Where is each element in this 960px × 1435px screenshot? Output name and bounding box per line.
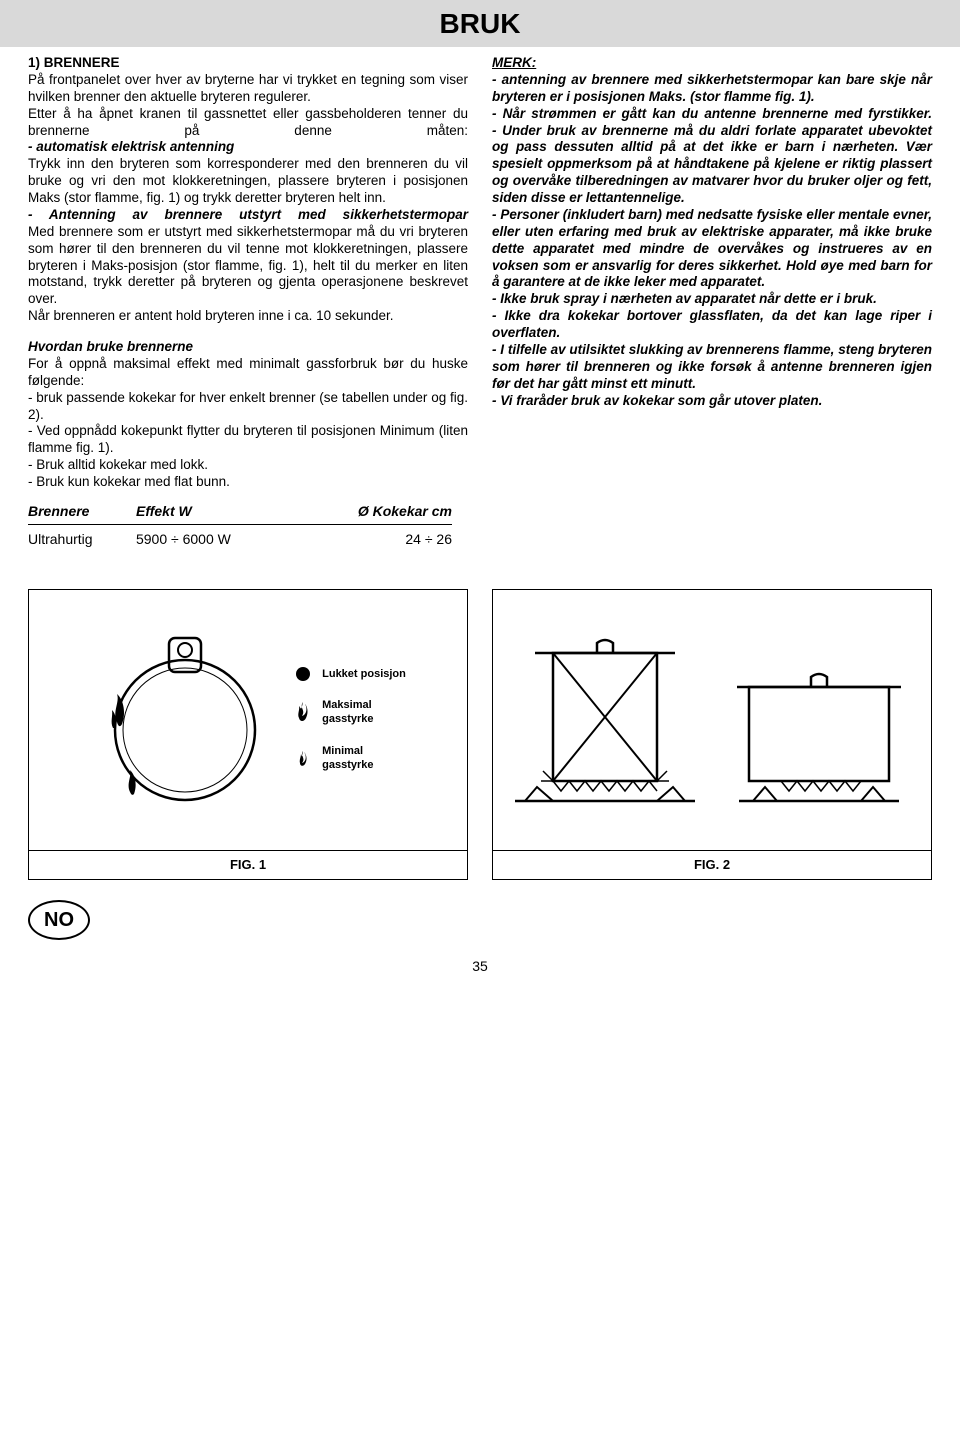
bullet-auto-label: - automatisk elektrisk antenning [28, 139, 468, 156]
fig2-caption: FIG. 2 [493, 850, 931, 879]
figure-2-content [493, 590, 931, 850]
legend-closed: Lukket posisjon [294, 667, 406, 681]
para-intro: På frontpanelet over hver av bryterne ha… [28, 72, 468, 106]
th-effekt: Effekt W [136, 499, 295, 525]
language-badge: NO [28, 900, 90, 940]
th-brennere: Brennere [28, 499, 136, 525]
figure-2-box: FIG. 2 [492, 589, 932, 880]
right-column: MERK: - antenning av brennere med sikker… [492, 55, 932, 491]
para-auto: Trykk inn den bryteren som korrespondere… [28, 156, 468, 207]
merk-3: - Under bruk av brennerne må du aldri fo… [492, 123, 932, 207]
page-title: BRUK [0, 6, 960, 41]
merk-7: - I tilfelle av utilsiktet slukking av b… [492, 342, 932, 393]
para-howto: For å oppnå maksimal effekt med minimalt… [28, 356, 468, 390]
merk-heading: MERK: [492, 55, 932, 72]
header-bar: BRUK [0, 0, 960, 47]
burner-table-wrap: Brennere Effekt W Ø Kokekar cm Ultrahurt… [0, 491, 480, 555]
merk-5: - Ikke bruk spray i nærheten av apparate… [492, 291, 932, 308]
para-hold: Når brenneren er antent hold bryteren in… [28, 308, 468, 325]
merk-4: - Personer (inkludert barn) med nedsatte… [492, 207, 932, 291]
content-columns: 1) BRENNERE På frontpanelet over hver av… [0, 55, 960, 491]
legend-max-label: Maksimal gasstyrke [322, 699, 373, 727]
para-thermo: Med brennere som er utstyrt med sikkerhe… [28, 224, 468, 308]
li-1: - bruk passende kokekar for hver enkelt … [28, 390, 468, 424]
heading-howto: Hvordan bruke brennerne [28, 339, 468, 356]
td-name: Ultrahurtig [28, 525, 136, 555]
page-number: 35 [0, 940, 960, 982]
merk-8: - Vi fraråder bruk av kokekar som går ut… [492, 393, 932, 410]
legend-min: Minimal gasstyrke [294, 745, 406, 773]
heading-brennere: 1) BRENNERE [28, 55, 468, 72]
merk-2: - Når strømmen er gått kan du antenne br… [492, 106, 932, 123]
dot-icon [294, 667, 312, 681]
table-row: Ultrahurtig 5900 ÷ 6000 W 24 ÷ 26 [28, 525, 452, 555]
legend-closed-label: Lukket posisjon [322, 668, 406, 682]
merk-6: - Ikke dra kokekar bortover glassflaten,… [492, 308, 932, 342]
pot-right-diagram [719, 615, 919, 825]
li-3: - Bruk alltid kokekar med lokk. [28, 457, 468, 474]
td-kokekar: 24 ÷ 26 [295, 525, 452, 555]
figures-row: Lukket posisjon Maksimal gasstyrke Minim… [0, 555, 960, 888]
legend-max: Maksimal gasstyrke [294, 699, 406, 727]
li-4: - Bruk kun kokekar med flat bunn. [28, 474, 468, 491]
left-column: 1) BRENNERE På frontpanelet over hver av… [28, 55, 468, 491]
legend-min-label: Minimal gasstyrke [322, 745, 373, 773]
fig1-legend: Lukket posisjon Maksimal gasstyrke Minim… [294, 667, 406, 772]
dial-diagram [90, 620, 270, 820]
fig1-caption: FIG. 1 [29, 850, 467, 879]
figure-1-content: Lukket posisjon Maksimal gasstyrke Minim… [29, 590, 467, 850]
para-open: Etter å ha åpnet kranen til gassnettet e… [28, 106, 468, 140]
td-effekt: 5900 ÷ 6000 W [136, 525, 295, 555]
burner-table: Brennere Effekt W Ø Kokekar cm Ultrahurt… [28, 499, 452, 555]
flame-small-icon [294, 751, 312, 767]
li-2: - Ved oppnådd kokepunkt flytter du bryte… [28, 423, 468, 457]
merk-1: - antenning av brennere med sikkerhetste… [492, 72, 932, 106]
th-kokekar: Ø Kokekar cm [295, 499, 452, 525]
figure-1-box: Lukket posisjon Maksimal gasstyrke Minim… [28, 589, 468, 880]
flame-large-icon [294, 702, 312, 724]
table-header-row: Brennere Effekt W Ø Kokekar cm [28, 499, 452, 525]
bullet-thermo-label: - Antenning av brennere utstyrt med sikk… [28, 207, 468, 224]
pot-wrong-diagram [505, 615, 705, 825]
